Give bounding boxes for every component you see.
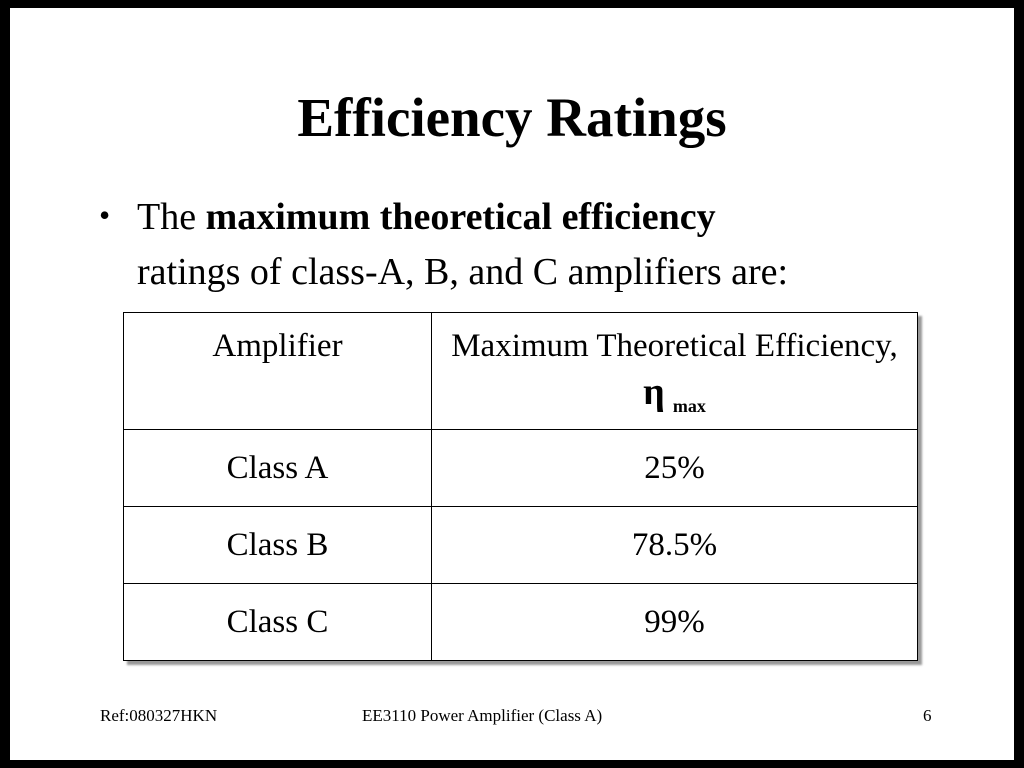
table-row: Class A 25% [123,429,918,507]
eta-symbol: η [643,371,665,413]
header-cell: Amplifier [123,312,432,430]
footer-course: EE3110 Power Amplifier (Class A) [362,706,603,725]
table-header: Amplifier Maximum Theoretical Efficiency… [123,312,918,430]
header-text: Maximum Theoretical Efficiency, [451,328,898,364]
table-row: Class C 99% [123,583,918,661]
efficiency-cell: 99% [431,583,918,661]
efficiency-cell: 78.5% [431,506,918,584]
amplifier-cell: Class C [123,583,432,661]
footer-page: 6 [923,706,932,725]
efficiency-table: Amplifier Maximum Theoretical Efficiency… [123,312,918,661]
amplifier-cell: Class B [123,506,432,584]
bullet-bold: maximum theoretical efficiency [205,196,716,238]
eta-subscript: max [672,396,706,416]
table-row: Class B 78.5% [123,506,918,584]
header-cell: Maximum Theoretical Efficiency, η max [431,312,918,430]
amplifier-cell: Class A [123,429,432,507]
bullet-rest: ratings of class-A, B, and C amplifiers … [137,251,789,293]
footer-ref: Ref:080327HKN [100,706,218,725]
slide-title: Efficiency Ratings [297,87,727,148]
bullet-point: The maximum theoretical efficiency rating… [99,188,789,300]
slide: Efficiency Ratings The maximum theoretic… [10,8,1014,760]
efficiency-cell: 25% [431,429,918,507]
bullet-lead: The [137,196,197,238]
